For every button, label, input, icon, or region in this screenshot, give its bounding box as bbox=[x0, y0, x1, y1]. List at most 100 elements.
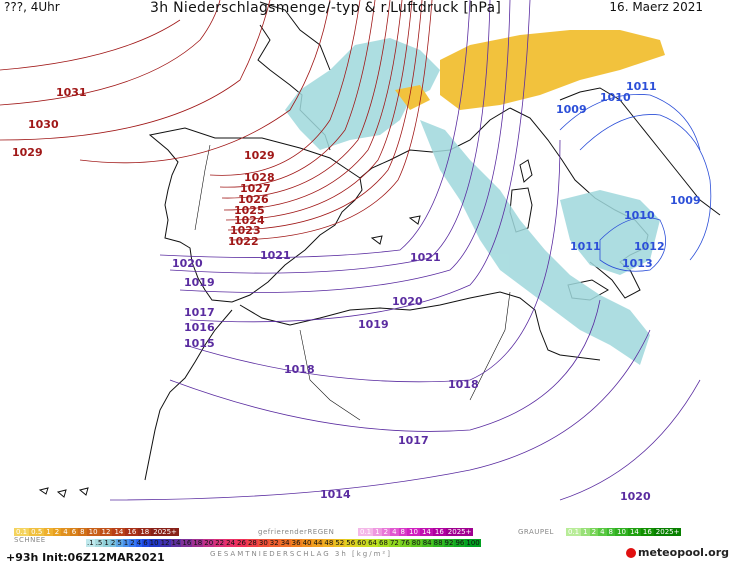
legend-cell: 10 bbox=[407, 528, 420, 536]
legend-cell: 0.1 bbox=[14, 528, 30, 536]
snow-legend-label: SCHNEE bbox=[14, 536, 46, 544]
isobar-label: 1023 bbox=[230, 224, 261, 237]
legend-cell: 1 bbox=[44, 528, 53, 536]
legend-cell: 84 bbox=[421, 539, 433, 547]
header-run-label: ???, 4Uhr bbox=[4, 0, 60, 14]
isobar-label: 1017 bbox=[184, 306, 215, 319]
isobar-label: 1020 bbox=[392, 295, 423, 308]
legend-cell: 100 bbox=[465, 539, 481, 547]
legend-cell: 1 bbox=[373, 528, 382, 536]
isobar-label: 1017 bbox=[398, 434, 429, 447]
isobar-label: 1015 bbox=[184, 337, 215, 350]
isobar-label: 1024 bbox=[234, 214, 265, 227]
isobar-label: 1018 bbox=[284, 363, 315, 376]
legend-cell: 18 bbox=[192, 539, 204, 547]
legend-cell: 2 bbox=[129, 539, 136, 547]
logo-text: meteopool.org bbox=[638, 546, 729, 559]
isobars-red bbox=[0, 0, 433, 241]
legend-cell: 14 bbox=[627, 528, 641, 536]
isobar-label: 1011 bbox=[570, 240, 601, 253]
graupel-legend-label: GRAUPEL bbox=[518, 528, 554, 536]
isobar-label: 1019 bbox=[184, 276, 215, 289]
legend-cell: 14 bbox=[419, 528, 433, 536]
legend-cell: 8 bbox=[606, 528, 616, 536]
isobar-label: 1027 bbox=[240, 182, 271, 195]
legend-cell: 26 bbox=[236, 539, 247, 547]
map-date: 16. Maerz 2021 bbox=[609, 0, 703, 14]
isobar-label: 1022 bbox=[228, 235, 259, 248]
legend-cell: 2 bbox=[381, 528, 391, 536]
legend-cell: 4 bbox=[390, 528, 399, 536]
isobar-label: 1019 bbox=[358, 318, 389, 331]
snow-legend: 0.1 0.5 1 2 4 6 8 10 12 14 16 18 2025+ bbox=[14, 528, 179, 536]
legend-cell: 16 bbox=[181, 539, 193, 547]
freezing-rain-legend: 0.1 1 2 4 8 10 14 16 2025+ bbox=[358, 528, 474, 536]
graupel-legend: 0.1 1 2 4 8 10 14 16 2025+ bbox=[566, 528, 682, 536]
legend-cell: 28 bbox=[246, 539, 258, 547]
legend-cell: 1 bbox=[103, 539, 110, 547]
isobar-label: 1030 bbox=[28, 118, 59, 131]
legend-cell: 16 bbox=[125, 528, 139, 536]
isobar-label: 1029 bbox=[244, 149, 275, 162]
isobar-label: 1009 bbox=[556, 103, 587, 116]
legend-cell: 2025+ bbox=[653, 528, 682, 536]
isobar-label: 1031 bbox=[56, 86, 87, 99]
isobar-label: 1021 bbox=[260, 249, 291, 262]
isobar-label: 1028 bbox=[244, 171, 275, 184]
isobar-label: 1020 bbox=[620, 490, 651, 503]
meteopool-logo[interactable]: meteopool.org bbox=[626, 546, 729, 559]
legend-cell: 2 bbox=[589, 528, 599, 536]
legend-cell: 1 bbox=[122, 539, 130, 547]
legend-cell: 0.1 bbox=[358, 528, 374, 536]
legend-cell: 0.5 bbox=[29, 528, 45, 536]
isobar-label: 1018 bbox=[448, 378, 479, 391]
legend-cell: 2025+ bbox=[445, 528, 474, 536]
legend-cell: 4 bbox=[598, 528, 607, 536]
legend-cell: 8 bbox=[398, 528, 408, 536]
isobar-label: 1013 bbox=[622, 257, 653, 270]
legend-cell: 20 bbox=[203, 539, 215, 547]
isobars-blue bbox=[559, 94, 712, 272]
legend-cell: 18 bbox=[138, 528, 152, 536]
legend-cell: 2 bbox=[109, 539, 117, 547]
legend-cell: 36 bbox=[290, 539, 302, 547]
legend-cell: 12 bbox=[99, 528, 113, 536]
legend-cell: 16 bbox=[640, 528, 654, 536]
isobar-label: 1010 bbox=[600, 91, 631, 104]
legend-cell: 24 bbox=[225, 539, 237, 547]
model-run-info: +93h Init:06Z12MAR2021 bbox=[6, 551, 165, 564]
legend-cell: 76 bbox=[399, 539, 411, 547]
isobar-label: 1026 bbox=[238, 193, 269, 206]
legend-cell: .1 bbox=[86, 539, 95, 547]
logo-icon bbox=[626, 548, 636, 558]
legend-cell: 10 bbox=[86, 528, 100, 536]
legend-cell: 92 bbox=[443, 539, 455, 547]
isobars-purple bbox=[109, 0, 701, 501]
legend-cell: 4 bbox=[61, 528, 70, 536]
legend-cell: 48 bbox=[323, 539, 335, 547]
legend-cell: 60 bbox=[356, 539, 368, 547]
legend-cell: 10 bbox=[148, 539, 160, 547]
legend-cell: 40 bbox=[301, 539, 313, 547]
legend-cell: 6 bbox=[69, 528, 79, 536]
coastlines bbox=[38, 1, 721, 498]
legend-cell: 88 bbox=[432, 539, 444, 547]
legend-cell: 8 bbox=[78, 528, 87, 536]
isobar-labels: 1031 1030 1029 1029 1028 1027 1026 1025 … bbox=[12, 80, 701, 503]
legend-cell: 34 bbox=[279, 539, 291, 547]
isobar-label: 1010 bbox=[624, 209, 655, 222]
legend-cell: 80 bbox=[410, 539, 422, 547]
map-title: 3h Niederschlagsmenge/-typ & r.Luftdruck… bbox=[150, 0, 502, 16]
legend-cell: 5 bbox=[116, 539, 123, 547]
legend-cell: 72 bbox=[388, 539, 400, 547]
legend-cell: 0.1 bbox=[566, 528, 582, 536]
isobar-label: 1029 bbox=[12, 146, 43, 159]
isobar-label: 1014 bbox=[320, 488, 351, 501]
legend-cell: 16 bbox=[432, 528, 446, 536]
freezing-rain-legend-label: gefrierenderREGEN bbox=[258, 528, 335, 536]
isobar-label: 1009 bbox=[670, 194, 701, 207]
legend-cell: 2025+ bbox=[151, 528, 179, 536]
isobar-label: 1016 bbox=[184, 321, 215, 334]
legend-cell: 52 bbox=[334, 539, 346, 547]
legend-cell: 64 bbox=[367, 539, 379, 547]
